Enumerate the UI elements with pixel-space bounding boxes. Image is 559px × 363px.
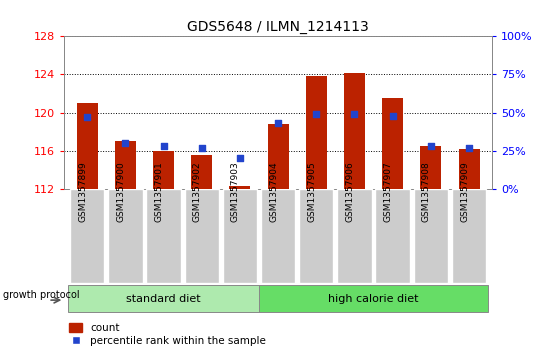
Point [427,143,435,149]
FancyBboxPatch shape [184,189,219,283]
FancyBboxPatch shape [259,285,488,313]
Text: GSM1357904: GSM1357904 [269,161,278,222]
Bar [191,155,212,189]
Point [197,145,206,151]
FancyBboxPatch shape [68,285,259,313]
Title: GDS5648 / ILMN_1214113: GDS5648 / ILMN_1214113 [187,20,369,34]
Point [83,114,92,120]
FancyBboxPatch shape [222,189,257,283]
Point [121,140,130,146]
Bar [306,76,327,189]
FancyBboxPatch shape [146,189,181,283]
Point [273,120,282,126]
Text: GSM1357906: GSM1357906 [345,161,354,222]
Bar [420,146,441,189]
Point [465,145,473,151]
Point [312,111,321,117]
FancyBboxPatch shape [414,189,448,283]
Text: GSM1357907: GSM1357907 [383,161,392,222]
Text: GSM1357905: GSM1357905 [307,161,316,222]
Text: standard diet: standard diet [126,294,201,303]
Text: growth protocol: growth protocol [3,290,80,301]
Bar [268,124,288,189]
Point [388,113,397,118]
Text: GSM1357899: GSM1357899 [78,161,87,222]
Text: GSM1357903: GSM1357903 [231,161,240,222]
Text: high calorie diet: high calorie diet [328,294,419,303]
FancyBboxPatch shape [70,189,105,283]
Bar [344,73,365,189]
Point [350,111,359,117]
FancyBboxPatch shape [452,189,486,283]
Bar [382,98,403,189]
Text: GSM1357901: GSM1357901 [154,161,164,222]
Bar [115,141,136,189]
FancyBboxPatch shape [261,189,295,283]
Legend: count, percentile rank within the sample: count, percentile rank within the sample [69,323,266,346]
FancyBboxPatch shape [376,189,410,283]
Text: GSM1357902: GSM1357902 [193,161,202,222]
Text: GSM1357908: GSM1357908 [422,161,431,222]
Text: GSM1357900: GSM1357900 [116,161,125,222]
Point [159,143,168,149]
Bar [153,151,174,189]
FancyBboxPatch shape [108,189,143,283]
Text: GSM1357909: GSM1357909 [460,161,469,222]
FancyBboxPatch shape [337,189,372,283]
FancyBboxPatch shape [299,189,334,283]
Bar [229,186,250,189]
Bar [458,149,480,189]
Point [235,155,244,161]
Bar [77,103,98,189]
